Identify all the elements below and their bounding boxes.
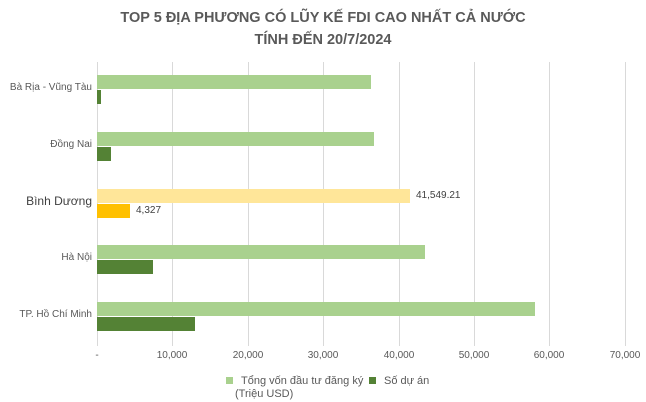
category-label: Đồng Nai — [50, 139, 92, 150]
legend-item-investment: Tổng vốn đầu tư đăng ký (Triệu USD) — [226, 375, 363, 401]
legend-label-projects: Số dự án — [384, 375, 430, 387]
data-label: 41,549.21 — [416, 190, 461, 201]
x-tick-label: 30,000 — [307, 350, 339, 361]
category-label: Bà Rịa - Vũng Tàu — [9, 82, 92, 93]
bar-investment — [97, 245, 425, 259]
gridline — [172, 62, 173, 346]
legend-label-investment: Tổng vốn đầu tư đăng ký — [241, 375, 364, 387]
x-tick-label: 10,000 — [156, 350, 188, 361]
bar-investment — [97, 75, 371, 89]
gridline — [474, 62, 475, 346]
legend-swatch-projects — [369, 376, 376, 384]
legend-swatch-investment — [226, 376, 233, 384]
bar-projects — [97, 317, 195, 331]
x-tick-label: 60,000 — [533, 350, 565, 361]
category-label: Bình Dương — [26, 194, 92, 208]
gridline — [399, 62, 400, 346]
legend-label-investment-unit: (Triệu USD) — [235, 388, 294, 400]
chart-title: TOP 5 ĐỊA PHƯƠNG CÓ LŨY KẾ FDI CAO NHẤT … — [120, 10, 526, 26]
gridline — [323, 62, 324, 346]
x-tick-label: - — [95, 350, 99, 361]
bar-projects — [97, 147, 111, 161]
bar-projects — [97, 204, 130, 218]
x-tick-label: 40,000 — [383, 350, 415, 361]
category-label: Hà Nội — [61, 252, 92, 263]
bar-investment — [97, 189, 410, 203]
bar-investment — [97, 132, 374, 146]
gridline — [248, 62, 249, 346]
bar-investment — [97, 302, 535, 316]
bar-projects — [97, 90, 101, 104]
legend-item-projects: Số dự án — [369, 375, 429, 387]
gridline — [625, 62, 626, 346]
category-label: TP. Hồ Chí Minh — [19, 309, 92, 320]
data-label: 4,327 — [136, 205, 162, 216]
bar-projects — [97, 260, 153, 274]
x-tick-label: 70,000 — [609, 350, 641, 361]
x-tick-label: 50,000 — [458, 350, 490, 361]
x-tick-label: 20,000 — [232, 350, 264, 361]
chart-subtitle: TÍNH ĐẾN 20/7/2024 — [254, 32, 392, 48]
gridline — [549, 62, 550, 346]
